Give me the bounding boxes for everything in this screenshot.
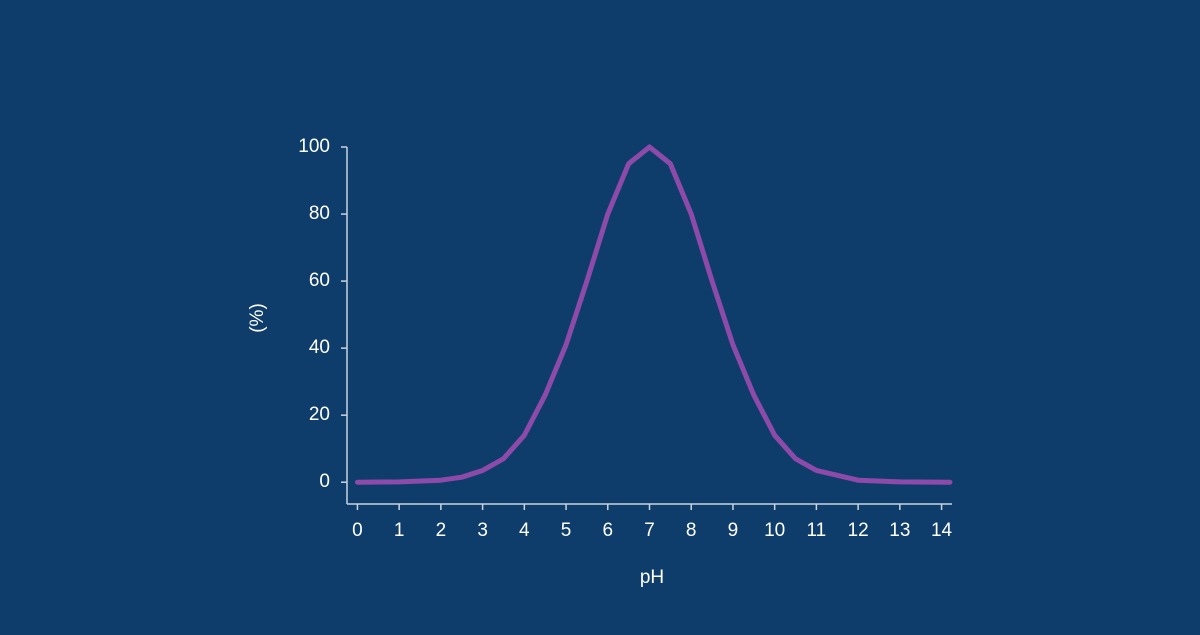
x-tick-label: 8 bbox=[686, 520, 697, 541]
y-tick-label: 20 bbox=[309, 404, 330, 425]
x-tick-label: 4 bbox=[519, 520, 530, 541]
y-tick-label: 100 bbox=[298, 136, 330, 157]
line-series bbox=[354, 144, 953, 485]
x-tick-label: 11 bbox=[807, 520, 827, 541]
x-tick-label: 12 bbox=[848, 520, 869, 541]
x-tick-label: 13 bbox=[889, 520, 910, 541]
x-tick-label: 7 bbox=[644, 520, 655, 541]
x-tick-label: 6 bbox=[602, 520, 613, 541]
x-tick-label: 14 bbox=[931, 520, 953, 541]
x-tick-label: 2 bbox=[436, 520, 447, 541]
y-tick-label: 40 bbox=[309, 337, 330, 358]
y-tick-label: 80 bbox=[309, 203, 330, 224]
x-tick-label: 1 bbox=[394, 520, 405, 541]
y-tick-label: 60 bbox=[309, 270, 330, 291]
x-tick-label: 9 bbox=[728, 520, 739, 541]
x-tick-label: 5 bbox=[561, 520, 572, 541]
x-tick-label: 3 bbox=[477, 520, 488, 541]
x-tick-label: 10 bbox=[764, 520, 785, 541]
y-tick-label: 0 bbox=[319, 471, 330, 492]
x-axis-label: pH bbox=[640, 567, 664, 588]
x-tick-label: 0 bbox=[352, 520, 363, 541]
y-axis-label: (%) bbox=[247, 303, 268, 333]
